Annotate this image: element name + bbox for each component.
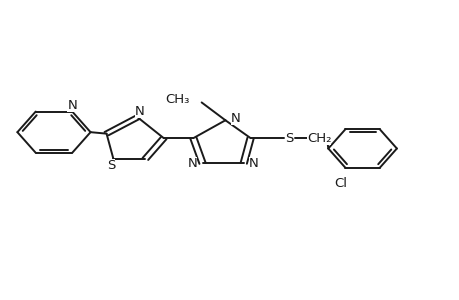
Text: N: N	[230, 112, 240, 125]
Text: N: N	[135, 106, 145, 118]
Text: N: N	[187, 157, 196, 170]
Text: N: N	[67, 98, 77, 112]
Text: S: S	[285, 132, 293, 145]
Text: S: S	[106, 159, 115, 172]
Text: CH₃: CH₃	[165, 93, 190, 106]
Text: N: N	[249, 157, 258, 170]
Text: CH₂: CH₂	[306, 132, 330, 145]
Text: Cl: Cl	[334, 177, 347, 190]
